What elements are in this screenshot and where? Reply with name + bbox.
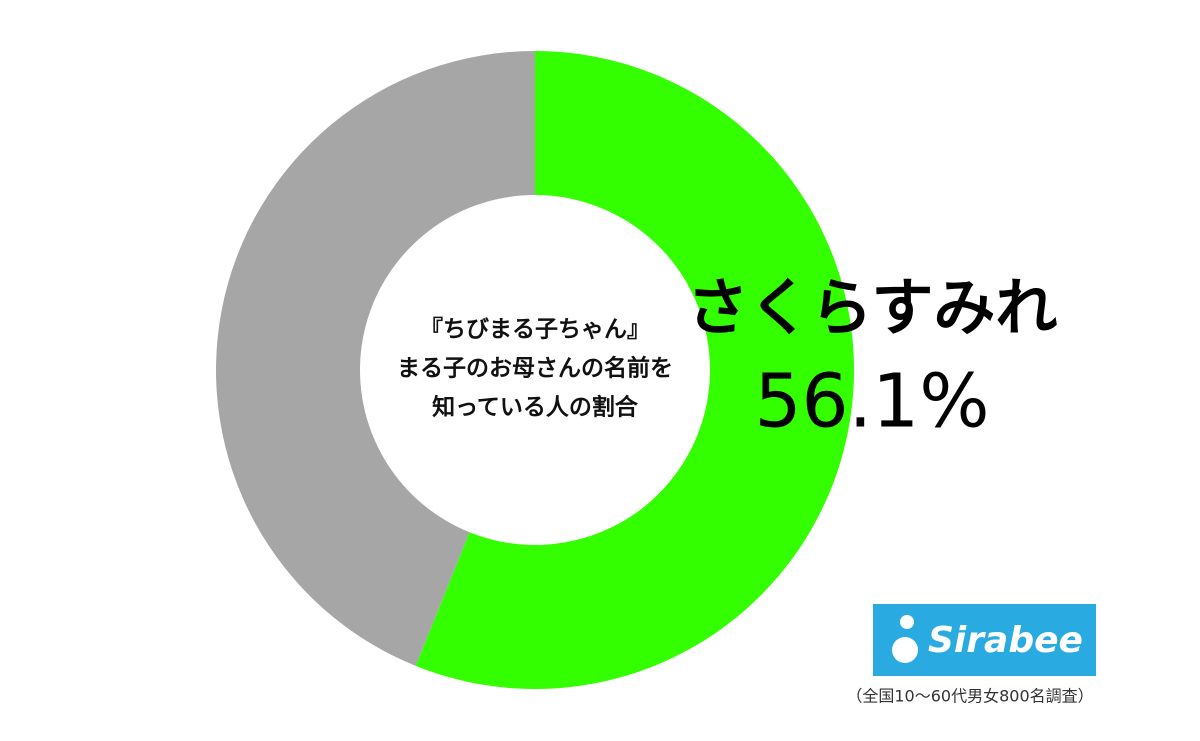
logo-text: Sirabee	[928, 620, 1083, 661]
logo-icon	[900, 615, 914, 629]
title-line: まる子のお母さんの名前を	[397, 355, 673, 382]
note: （全国10〜60代男女800名調査）	[846, 687, 1093, 706]
logo-icon	[892, 637, 918, 663]
title-line: 知っている人の割合	[432, 394, 639, 421]
donut-segment	[216, 51, 535, 666]
center-title: 『ちびまる子ちゃん』 まる子のお母さんの名前を 知っている人の割合	[397, 316, 673, 421]
value-label: 56.1%	[754, 359, 989, 445]
logo: Sirabee	[873, 604, 1096, 676]
donut-segment	[415, 51, 855, 690]
title-line: 『ちびまる子ちゃん』	[420, 316, 650, 343]
segment-label: さくらすみれ	[687, 271, 1058, 344]
